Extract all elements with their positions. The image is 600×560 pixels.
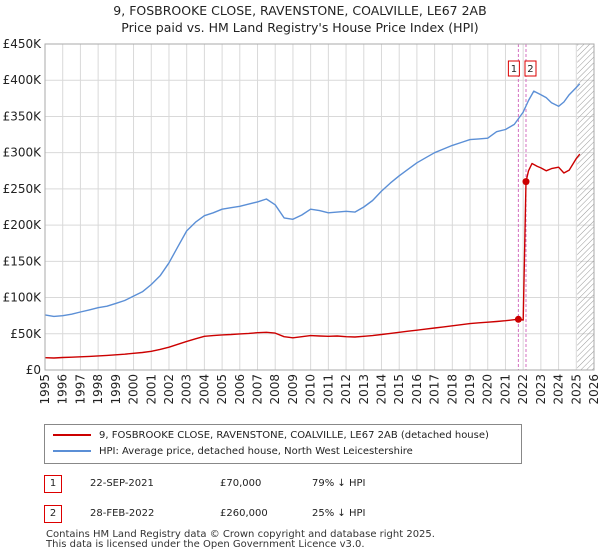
y-tick-label: £450K: [3, 37, 43, 51]
x-tick-label: 2009: [286, 374, 300, 405]
x-tick-label: 1998: [91, 374, 105, 405]
sale-markers: [514, 178, 530, 323]
y-tick-label: £350K: [3, 109, 43, 123]
x-tick-label: 2000: [127, 374, 141, 405]
legend: 9, FOSBROOKE CLOSE, RAVENSTONE, COALVILL…: [44, 424, 522, 464]
property-price-line: [44, 153, 581, 359]
title-line-1: 9, FOSBROOKE CLOSE, RAVENSTONE, COALVILL…: [113, 3, 487, 18]
transaction-hpi-diff: 25% ↓ HPI: [312, 508, 366, 519]
footer-line-2: This data is licensed under the Open Gov…: [46, 539, 365, 550]
y-tick-label: £200K: [3, 218, 43, 232]
x-tick-label: 2022: [516, 374, 530, 405]
chart-title: 9, FOSBROOKE CLOSE, RAVENSTONE, COALVILL…: [0, 2, 600, 36]
future-hatch-region: [577, 44, 594, 370]
legend-property-swatch: [53, 434, 91, 436]
sale-marker-label-text: 2: [527, 64, 533, 75]
grid: [44, 43, 595, 371]
series-lines: [44, 83, 581, 359]
y-tick-label: £0: [26, 363, 41, 377]
sale-marker-label-1: 1: [507, 60, 520, 77]
x-tick-label: 2006: [233, 374, 247, 405]
x-tick-label: 2007: [251, 374, 265, 405]
x-tick-label: 2020: [481, 374, 495, 405]
legend-property-label: 9, FOSBROOKE CLOSE, RAVENSTONE, COALVILL…: [99, 430, 489, 441]
legend-item-hpi: HPI: Average price, detached house, Nort…: [53, 445, 413, 459]
sale-marker-label-box: [524, 60, 537, 77]
sale-marker-label-text: 1: [511, 64, 517, 75]
footer: Contains HM Land Registry data © Crown c…: [46, 530, 435, 550]
y-tick-label: £300K: [3, 146, 43, 160]
future-hatch-rect: [577, 44, 594, 370]
y-tick-label: £250K: [3, 182, 43, 196]
x-tick-label: 2011: [321, 374, 335, 405]
transaction-date: 22-SEP-2021: [90, 478, 154, 489]
x-tick-label: 2010: [304, 374, 318, 405]
x-tick-label: 1997: [73, 374, 87, 405]
x-tick-label: 2005: [215, 374, 229, 405]
sale-marker-label-box: [507, 60, 520, 77]
x-tick-label: 2017: [428, 374, 442, 405]
x-tick-label: 1996: [56, 374, 70, 405]
x-tick-label: 2025: [569, 374, 583, 405]
x-tick-label: 2003: [180, 374, 194, 405]
x-tick-label: 2014: [374, 374, 388, 405]
transaction-price: £260,000: [220, 508, 268, 519]
footer-line-1: Contains HM Land Registry data © Crown c…: [46, 529, 435, 540]
x-tick-label: 1995: [38, 374, 52, 405]
x-tick-label: 2013: [357, 374, 371, 405]
legend-hpi-swatch: [53, 450, 91, 452]
x-tick-label: 2018: [445, 374, 459, 405]
y-tick-label: £50K: [10, 327, 42, 341]
sale-marker-point-2: [522, 178, 530, 186]
x-tick-label: 2023: [534, 374, 548, 405]
plot-frame: [44, 43, 595, 371]
legend-item-property: 9, FOSBROOKE CLOSE, RAVENSTONE, COALVILL…: [53, 429, 489, 443]
x-tick-label: 2019: [463, 374, 477, 405]
transaction-price: £70,000: [220, 478, 262, 489]
x-tick-label: 2021: [498, 374, 512, 405]
transaction-date: 28-FEB-2022: [90, 508, 155, 519]
title-line-2: Price paid vs. HM Land Registry's House …: [121, 20, 479, 35]
transaction-number-badge: 1: [44, 475, 62, 493]
x-axis-ticks: 1995 1996 1997 1998 1999 2000 2001 2002 2003 2004…: [38, 374, 600, 405]
price-chart: £0 £50K £100K £150K £200K £250K £300K £350K £400…: [3, 37, 600, 405]
y-tick-label: £100K: [3, 291, 43, 305]
x-tick-label: 2012: [339, 374, 353, 405]
hpi-line: [44, 83, 581, 318]
transaction-hpi-diff: 79% ↓ HPI: [312, 478, 366, 489]
transaction-number-badge: 2: [44, 505, 62, 523]
x-tick-label: 2008: [268, 374, 282, 405]
x-tick-label: 2024: [552, 374, 566, 405]
x-tick-label: 2026: [587, 374, 600, 405]
y-axis-ticks: £0 £50K £100K £150K £200K £250K £300K £350K £400…: [3, 37, 43, 377]
x-tick-label: 2001: [144, 374, 158, 405]
sale-marker-point-1: [514, 315, 522, 323]
sale-marker-label-2: 2: [524, 60, 537, 77]
x-tick-label: 1999: [109, 374, 123, 405]
legend-hpi-label: HPI: Average price, detached house, Nort…: [99, 446, 413, 457]
y-tick-label: £400K: [3, 73, 43, 87]
x-tick-label: 2015: [392, 374, 406, 405]
x-tick-label: 2002: [162, 374, 176, 405]
x-tick-label: 2016: [410, 374, 424, 405]
x-tick-label: 2004: [197, 374, 211, 405]
y-tick-label: £150K: [3, 254, 43, 268]
